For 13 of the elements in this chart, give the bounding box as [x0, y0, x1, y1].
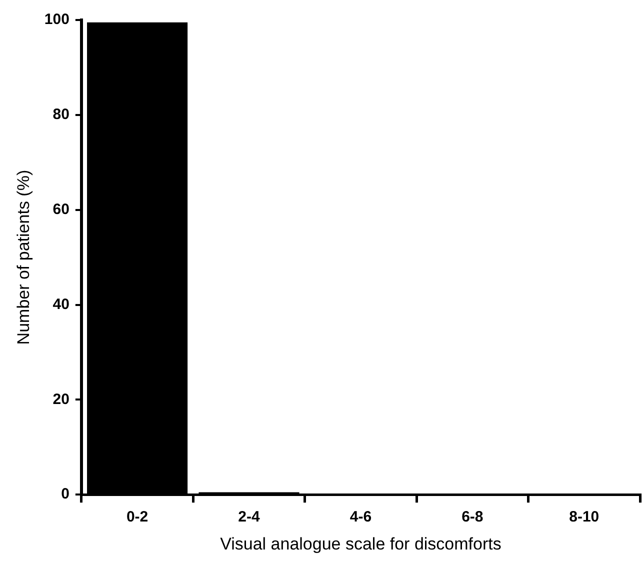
y-tick-label: 80	[52, 106, 70, 124]
x-tick-label: 2-4	[238, 508, 260, 526]
y-tick-label: 100	[44, 11, 70, 28]
y-axis-title: Number of patients (%)	[14, 170, 33, 345]
y-tick-label: 0	[61, 486, 70, 503]
y-tick-label: 40	[52, 296, 70, 313]
y-tick-label: 60	[52, 200, 70, 218]
x-tick-label: 4-6	[350, 508, 372, 526]
x-tick-label: 8-10	[569, 508, 600, 526]
x-tick-label: 0-2	[126, 508, 148, 526]
x-tick-label: 6-8	[462, 508, 484, 526]
y-tick-label: 20	[52, 390, 70, 408]
x-axis-title: Visual analogue scale for discomforts	[220, 534, 502, 554]
